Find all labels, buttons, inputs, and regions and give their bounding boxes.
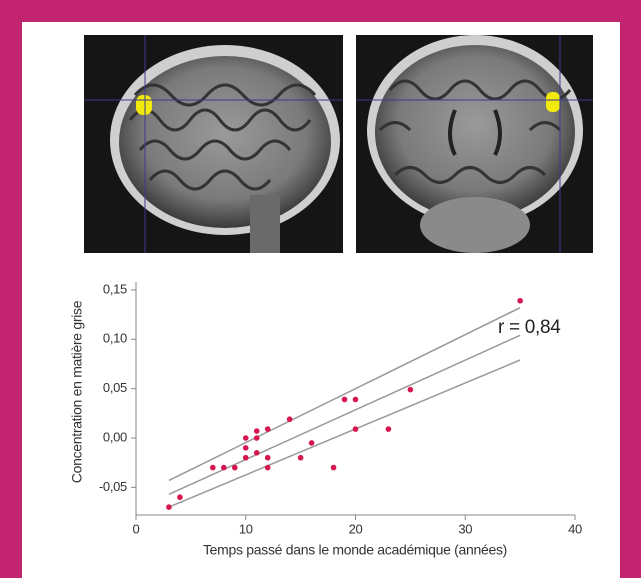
y-tick-label: 0,00	[103, 429, 127, 444]
y-tick-label: 0,05	[103, 380, 127, 395]
y-tick-label: 0,10	[103, 331, 127, 346]
regression-line	[168, 359, 521, 508]
data-point	[264, 464, 271, 471]
data-point	[341, 396, 348, 403]
data-point	[352, 426, 359, 432]
data-point	[242, 435, 249, 441]
data-point	[221, 464, 227, 471]
data-point	[286, 416, 293, 423]
data-point	[385, 426, 392, 432]
regression-line	[168, 334, 521, 495]
annotation: r = 0,84	[498, 317, 561, 338]
data-point	[231, 464, 238, 471]
x-tick-label: 20	[349, 521, 363, 536]
data-point	[242, 445, 249, 451]
data-point	[517, 297, 523, 304]
regression-line	[168, 306, 521, 482]
x-tick-label: 10	[239, 521, 253, 536]
data-point	[352, 396, 359, 403]
data-point	[407, 386, 414, 393]
x-tick-label: 0	[133, 521, 140, 536]
data-point	[253, 435, 260, 441]
data-point	[253, 428, 260, 434]
data-point	[264, 426, 271, 432]
data-point	[308, 440, 315, 446]
x-tick-label: 30	[458, 521, 472, 536]
x-axis-label: Temps passé dans le monde académique (an…	[203, 542, 507, 558]
y-axis-label: Concentration en matière grise	[69, 300, 85, 483]
data-point	[177, 494, 183, 501]
x-tick-label: 40	[568, 521, 582, 536]
data-point	[297, 454, 304, 461]
y-tick-label: 0,15	[103, 281, 127, 296]
data-point	[330, 464, 337, 471]
data-point	[253, 450, 260, 456]
data-point	[210, 464, 216, 471]
y-tick-label: -0,05	[99, 479, 127, 494]
mri-coronal	[356, 35, 593, 253]
data-point	[166, 504, 172, 510]
data-point	[242, 454, 249, 461]
mri-sagittal	[84, 35, 343, 253]
data-point	[264, 454, 271, 461]
